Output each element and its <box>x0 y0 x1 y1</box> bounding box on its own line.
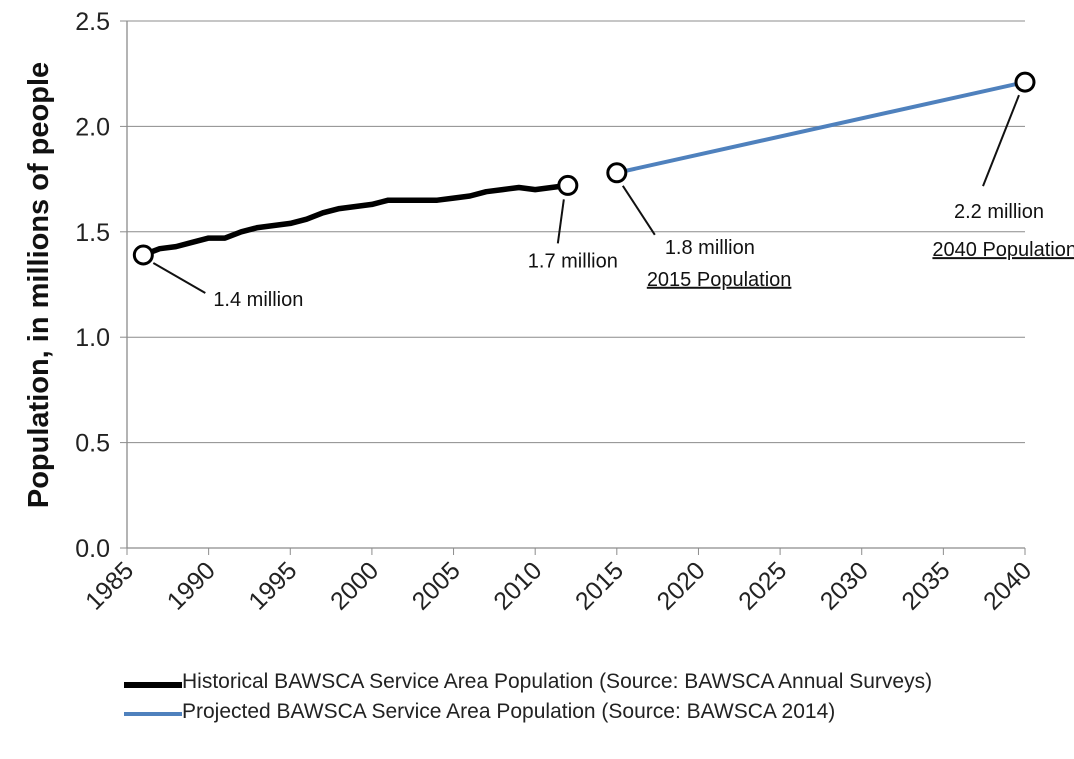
data-point-marker <box>557 174 579 196</box>
series-line-projected <box>614 80 1027 175</box>
annotation-label: 1.4 million <box>213 289 303 311</box>
x-tick-label: 2035 <box>896 556 955 615</box>
axes <box>120 20 1026 555</box>
legend: Historical BAWSCA Service Area Populatio… <box>124 668 1024 728</box>
x-tick-label: 2040 <box>978 556 1037 615</box>
data-point-marker <box>606 162 628 184</box>
annotation-sublabel: 2040 Population <box>932 239 1074 261</box>
y-axis-label: Population, in millions of people <box>23 62 55 508</box>
annotation-leader-line <box>621 185 656 236</box>
annotation-leader-line <box>152 262 206 294</box>
legend-item-projected: Projected BAWSCA Service Area Population… <box>124 698 1024 725</box>
series-line-historical <box>140 182 571 258</box>
data-point-marker <box>1014 71 1036 93</box>
x-tick-label: 1990 <box>162 556 221 615</box>
y-tick-label: 2.5 <box>75 8 110 36</box>
endpoint-markers <box>132 71 1036 266</box>
y-tick-label: 0.5 <box>75 430 110 458</box>
population-chart: 0.0 0.5 1.0 1.5 2.0 2.5 1985 1990 1995 2000 2005 2… <box>23 8 1074 616</box>
y-tick-labels: 0.0 0.5 1.0 1.5 2.0 2.5 <box>75 8 110 563</box>
series-lines <box>140 80 1027 258</box>
legend-swatch-projected <box>124 712 182 716</box>
annotation-leader-line <box>556 199 565 244</box>
x-tick-labels: 1985 1990 1995 2000 2005 2010 2015 2020 2025 2030… <box>80 556 1037 615</box>
annotation-leader-lines <box>152 94 1020 294</box>
x-tick-label: 2000 <box>325 556 384 615</box>
annotation-label: 1.7 million <box>528 250 618 272</box>
y-tick-label: 1.5 <box>75 219 110 247</box>
x-tick-label: 1995 <box>243 556 302 615</box>
data-point-marker <box>132 244 154 266</box>
y-tick-label: 0.0 <box>75 535 110 563</box>
annotations: 1.4 million 1.7 million 1.8 million 2015 Po… <box>213 201 1074 311</box>
x-tick-label: 1985 <box>80 556 139 615</box>
x-tick-label: 2005 <box>407 556 466 615</box>
x-tick-label: 2015 <box>570 556 629 615</box>
annotation-label: 2.2 million <box>954 201 1044 223</box>
legend-swatch-historical <box>124 682 182 688</box>
legend-item-historical: Historical BAWSCA Service Area Populatio… <box>124 668 1024 695</box>
x-tick-label: 2010 <box>488 556 547 615</box>
annotation-label: 1.8 million <box>665 237 755 259</box>
legend-label-historical: Historical BAWSCA Service Area Populatio… <box>182 670 933 693</box>
annotation-sublabel: 2015 Population <box>647 269 792 291</box>
x-tick-label: 2030 <box>815 556 874 615</box>
y-tick-label: 2.0 <box>75 113 110 141</box>
legend-label-projected: Projected BAWSCA Service Area Population… <box>182 700 836 723</box>
x-tick-label: 2020 <box>652 556 711 615</box>
annotation-leader-line <box>982 94 1020 187</box>
y-tick-label: 1.0 <box>75 324 110 352</box>
grid-lines <box>127 20 1025 549</box>
x-tick-label: 2025 <box>733 556 792 615</box>
